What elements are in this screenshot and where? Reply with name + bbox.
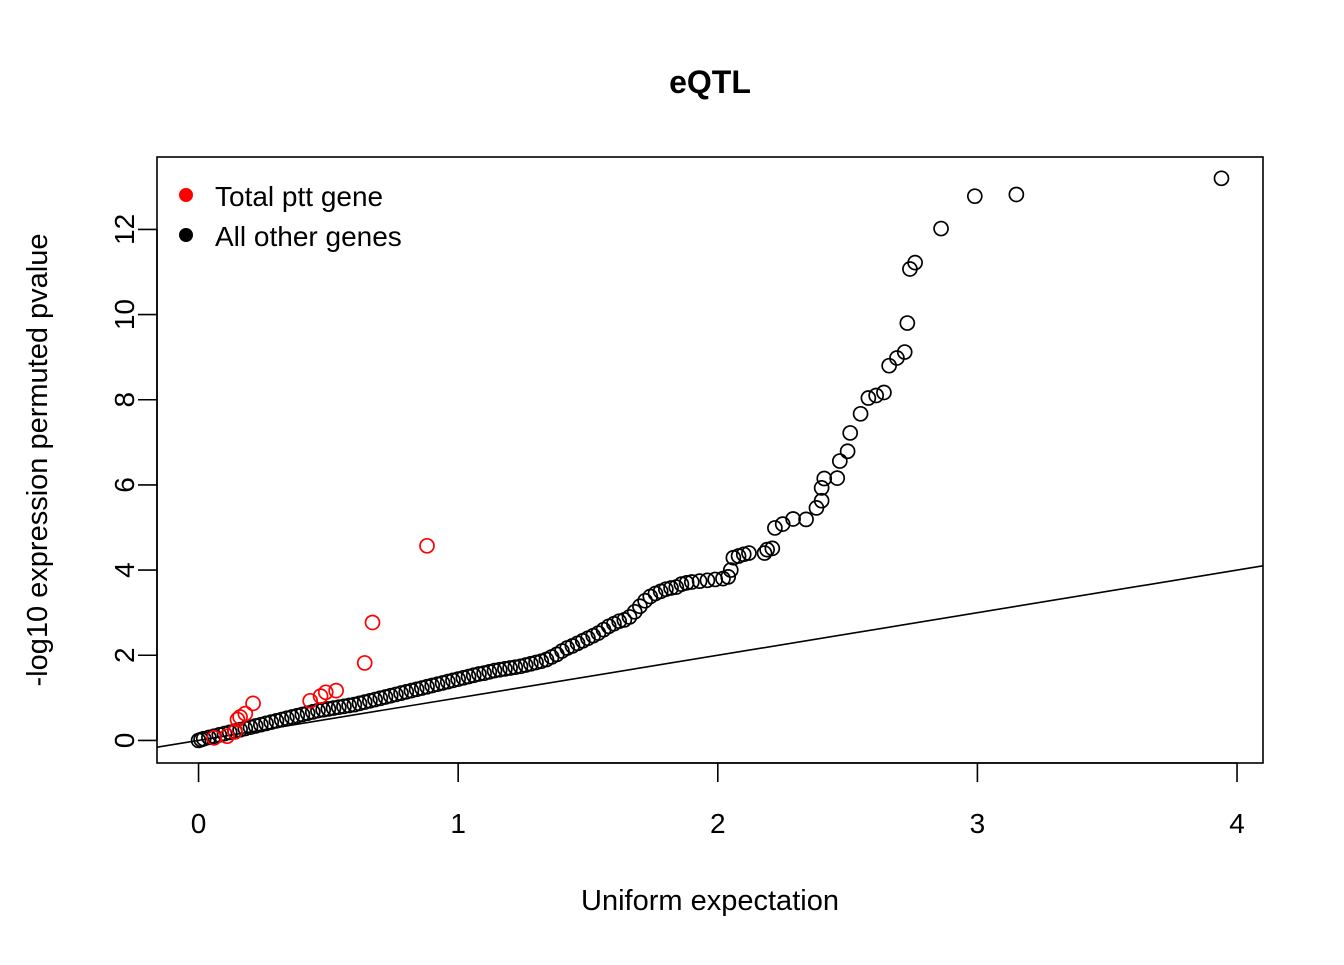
data-point-all-other-genes (896, 344, 913, 360)
data-point-all-other-genes (637, 592, 653, 609)
data-point-all-other-genes (632, 598, 648, 615)
data-point-all-other-genes (767, 520, 783, 536)
data-point-all-other-genes (320, 701, 337, 717)
data-point-all-other-genes (346, 696, 363, 713)
x-tick-label: 2 (710, 808, 726, 839)
data-point-total-ptt-gene (227, 724, 243, 740)
plot-area (157, 170, 1263, 749)
data-point-all-other-genes (933, 220, 949, 237)
data-point-all-other-genes (902, 261, 918, 277)
data-point-all-other-genes (774, 516, 791, 532)
data-point-all-other-genes (798, 511, 814, 528)
data-point-all-other-genes (868, 387, 885, 404)
data-point-all-other-genes (966, 188, 983, 205)
data-point-total-ptt-gene (232, 709, 248, 725)
data-point-all-other-genes (683, 574, 700, 590)
x-tick-label: 1 (450, 808, 466, 839)
chart-title: eQTL (669, 64, 751, 100)
data-point-all-other-genes (722, 562, 739, 578)
data-point-all-other-genes (668, 579, 685, 595)
data-point-all-other-genes (491, 661, 508, 678)
y-tick-label: 4 (109, 562, 140, 578)
data-point-total-ptt-gene (356, 655, 373, 671)
x-axis: 0 1 2 3 4 (191, 762, 1245, 839)
data-point-total-ptt-gene (328, 682, 344, 699)
data-point-all-other-genes (852, 405, 869, 422)
data-point-all-other-genes (715, 570, 731, 587)
data-point-all-other-genes (860, 390, 877, 406)
data-point-all-other-genes (756, 545, 773, 561)
data-point-total-ptt-gene (312, 688, 329, 704)
data-point-all-other-genes (476, 665, 492, 681)
data-point-total-ptt-gene (317, 684, 334, 701)
y-tick-label: 2 (109, 647, 140, 663)
data-point-all-other-genes (808, 500, 825, 516)
data-point-all-other-genes (829, 470, 846, 486)
y-tick-label: 0 (109, 733, 140, 749)
legend-label-total-ptt-gene: Total ptt gene (215, 181, 383, 212)
data-point-all-other-genes (785, 511, 801, 527)
data-point-all-other-genes (759, 541, 775, 558)
y-tick-label: 8 (109, 392, 140, 408)
data-point-all-other-genes (190, 732, 207, 749)
data-point-total-ptt-gene (302, 692, 319, 709)
data-point-all-other-genes (816, 470, 833, 487)
data-point-all-other-genes (813, 480, 830, 496)
data-point-all-other-genes (512, 658, 529, 675)
data-point-total-ptt-gene (419, 537, 435, 554)
data-point-all-other-genes (497, 661, 513, 677)
legend: Total ptt gene All other genes (179, 181, 402, 252)
x-axis-label: Uniform expectation (581, 885, 839, 917)
y-tick-label: 10 (109, 299, 140, 330)
x-tick-label: 3 (970, 808, 986, 839)
data-point-all-other-genes (341, 697, 357, 714)
x-tick-label: 0 (191, 808, 207, 839)
data-point-total-ptt-gene (206, 730, 222, 746)
y-axis-label: -log10 expression permuted pvalue (22, 234, 54, 687)
data-point-all-other-genes (325, 700, 342, 716)
data-point-all-other-genes (876, 384, 892, 401)
data-point-all-other-genes (725, 549, 742, 566)
data-point-all-other-genes (831, 453, 848, 469)
data-point-all-other-genes (899, 315, 916, 331)
data-point-all-other-genes (842, 425, 859, 441)
y-tick-label: 6 (109, 477, 140, 493)
data-point-all-other-genes (881, 357, 897, 374)
legend-marker-all-other-genes (179, 228, 193, 242)
data-point-all-other-genes (502, 660, 518, 676)
data-point-all-other-genes (839, 443, 856, 460)
legend-marker-total-ptt-gene (179, 188, 193, 202)
data-point-total-ptt-gene (229, 711, 246, 728)
reference-line (157, 565, 1263, 749)
data-point-all-other-genes (1213, 170, 1230, 187)
x-tick-label: 4 (1229, 808, 1245, 839)
data-point-total-ptt-gene (245, 695, 261, 712)
data-point-all-other-genes (1008, 186, 1025, 203)
data-point-all-other-genes (642, 588, 659, 605)
data-point-total-ptt-gene (364, 614, 381, 631)
data-point-all-other-genes (336, 698, 352, 715)
y-axis: 0 2 4 6 8 10 12 (109, 214, 158, 749)
data-point-all-other-genes (707, 571, 724, 588)
legend-label-all-other-genes: All other genes (215, 221, 402, 252)
data-point-all-other-genes (330, 699, 347, 716)
data-point-all-other-genes (699, 572, 716, 589)
data-point-all-other-genes (626, 603, 643, 620)
y-tick-label: 12 (109, 214, 140, 245)
data-point-all-other-genes (507, 659, 524, 676)
